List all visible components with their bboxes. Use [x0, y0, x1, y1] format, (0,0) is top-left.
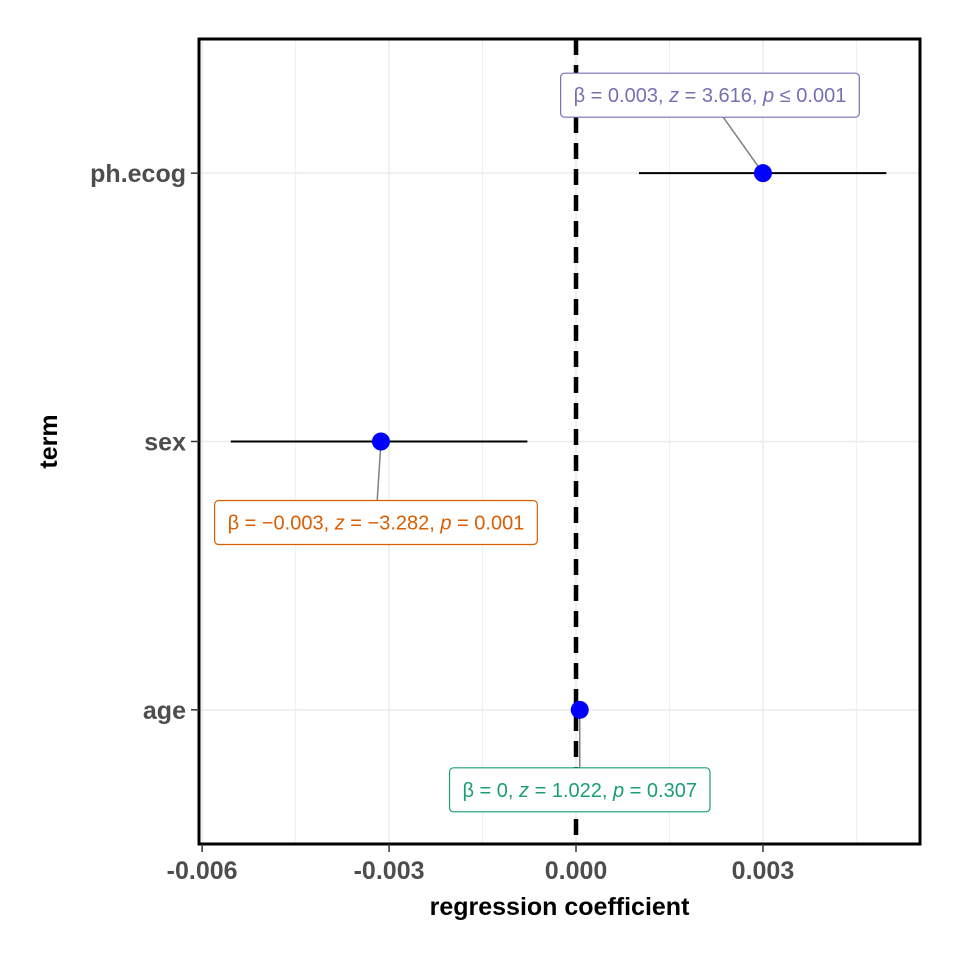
- annotation-box: [213, 499, 538, 546]
- annotation-leaders: [376, 116, 764, 768]
- estimate-point-ph-ecog: [753, 164, 772, 183]
- annotation-box: [448, 767, 711, 813]
- y-tick-label-ph-ecog: ph.ecog: [90, 160, 186, 188]
- axes: -0.006 -0.003 0.000 0.003 ph.ecog sex age: [90, 160, 794, 885]
- annotation-text: β = 0.003, z = 3.616, p ≤ 0.001: [574, 85, 847, 107]
- x-tick-label: 0.000: [545, 857, 608, 885]
- x-tick-label: -0.006: [167, 857, 238, 885]
- x-tick-label: 0.003: [732, 857, 795, 885]
- y-tick-label-age: age: [143, 697, 186, 725]
- x-axis-title: regression coefficient: [430, 893, 690, 921]
- estimate-point-age: [570, 700, 589, 719]
- annotation-labels: β = 0.003, z = 3.616, p ≤ 0.001 β = −0.00…: [213, 72, 860, 813]
- y-tick-label-sex: sex: [144, 429, 186, 457]
- annotation-ph-ecog: β = 0.003, z = 3.616, p ≤ 0.001: [560, 72, 860, 118]
- leader-line: [722, 116, 764, 174]
- annotation-box: [560, 72, 860, 118]
- annotation-age: β = 0, z = 1.022, p = 0.307: [448, 767, 711, 813]
- estimate-point-sex: [371, 432, 390, 451]
- annotation-sex: β = −0.003, z = −3.282, p = 0.001: [213, 499, 538, 546]
- annotation-text: β = 0, z = 1.022, p = 0.307: [463, 780, 697, 802]
- annotation-text: β = −0.003, z = −3.282, p = 0.001: [228, 513, 525, 535]
- y-axis-title: term: [35, 414, 63, 468]
- estimate-points: [371, 164, 772, 719]
- x-tick-label: -0.003: [354, 857, 425, 885]
- leader-line: [376, 441, 382, 501]
